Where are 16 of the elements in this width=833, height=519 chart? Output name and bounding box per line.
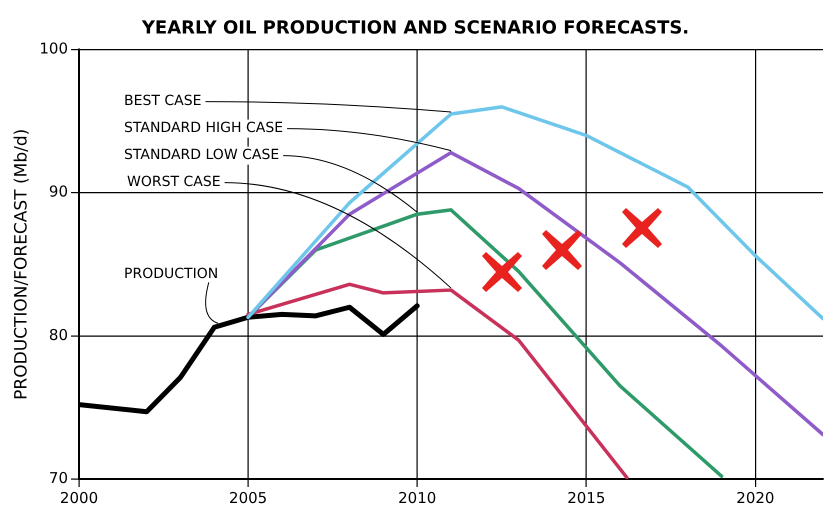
y-tick-label: 90 [48,182,68,201]
y-tick-label: 70 [48,468,68,487]
text: STANDARD HIGH CASE [124,120,284,136]
y-axis-title: PRODUCTION/FORECAST (Mb/d) [12,128,32,400]
text: WORST CASE [127,174,221,190]
text: STANDARD LOW CASE [124,147,280,164]
x-tick-label: 2000 [60,488,98,507]
x-tick-label: 2005 [229,488,268,507]
x-tick-label: 2010 [398,488,436,507]
text: BEST CASE [124,93,202,110]
x-tick-label: 2020 [736,488,774,507]
x-tick-label: 2015 [567,488,606,507]
chart-title: YEARLY OIL PRODUCTION AND SCENARIO FORECASTS. [140,17,690,38]
text: PRODUCTION [124,266,218,282]
y-tick-label: 100 [39,39,68,58]
y-tick-label: 80 [48,326,68,344]
